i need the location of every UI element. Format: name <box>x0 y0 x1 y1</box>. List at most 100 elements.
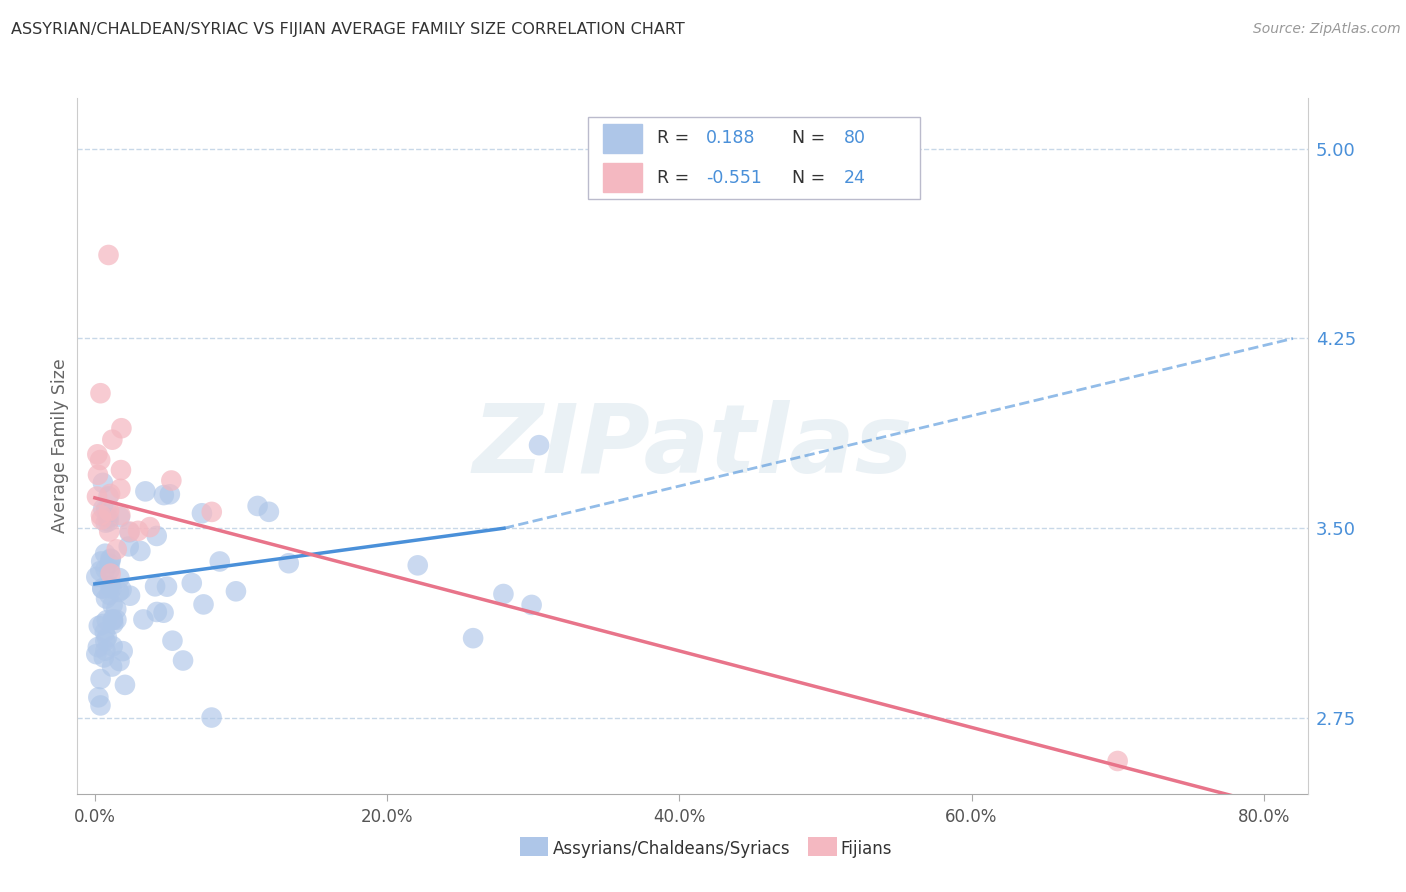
Point <box>93 650 115 665</box>
Point <box>193 598 215 612</box>
Point <box>100 552 122 566</box>
Point <box>94 516 117 530</box>
Point <box>97 511 120 525</box>
Text: -0.551: -0.551 <box>706 169 762 186</box>
Point <box>118 525 141 540</box>
Point <box>101 613 124 627</box>
Text: R =: R = <box>657 129 695 147</box>
Point <box>129 544 152 558</box>
Bar <box>603 163 643 193</box>
Point <box>108 510 131 524</box>
Point <box>108 584 131 599</box>
Point <box>98 588 121 602</box>
FancyBboxPatch shape <box>588 117 920 199</box>
Point <box>97 489 120 503</box>
Point <box>127 524 149 538</box>
Point <box>90 508 112 523</box>
Point <box>94 591 117 606</box>
Point <box>463 631 485 645</box>
Point <box>90 554 112 568</box>
Point <box>153 488 176 502</box>
Text: Source: ZipAtlas.com: Source: ZipAtlas.com <box>1253 22 1400 37</box>
Point <box>98 557 121 571</box>
Point <box>134 484 156 499</box>
Point <box>101 613 124 627</box>
Text: Fijians: Fijians <box>841 840 893 858</box>
Point <box>91 501 114 516</box>
Point <box>108 654 131 668</box>
Point <box>87 640 110 654</box>
Point <box>257 505 280 519</box>
Point <box>87 690 110 705</box>
Point <box>91 582 114 596</box>
Point <box>98 579 121 593</box>
Text: R =: R = <box>657 169 695 186</box>
Point <box>101 598 124 612</box>
Point <box>105 602 128 616</box>
Point <box>90 512 112 526</box>
Point <box>96 631 118 645</box>
Point <box>89 453 111 467</box>
Point <box>277 556 299 570</box>
Point <box>98 504 121 518</box>
Point <box>246 499 269 513</box>
Point <box>91 582 114 596</box>
Point <box>208 554 231 568</box>
Point <box>159 487 181 501</box>
Point <box>98 487 121 501</box>
Point <box>91 475 114 490</box>
Point <box>108 571 131 585</box>
Point <box>111 644 134 658</box>
Point <box>152 606 174 620</box>
Point <box>200 710 222 724</box>
Point <box>143 579 166 593</box>
Point <box>118 589 141 603</box>
Point <box>94 625 117 640</box>
Point <box>527 438 550 452</box>
Point <box>156 580 179 594</box>
Point <box>94 643 117 657</box>
Point <box>100 551 122 566</box>
Text: ZIPatlas: ZIPatlas <box>472 400 912 492</box>
Point <box>160 474 183 488</box>
Point <box>86 647 108 661</box>
Text: Assyrians/Chaldeans/Syriacs: Assyrians/Chaldeans/Syriacs <box>553 840 790 858</box>
Point <box>146 605 169 619</box>
Point <box>89 564 111 578</box>
Point <box>87 467 110 482</box>
Point <box>110 582 132 597</box>
Point <box>89 386 111 401</box>
Point <box>96 510 118 524</box>
Point <box>86 447 108 461</box>
Point <box>101 659 124 673</box>
Text: 24: 24 <box>844 169 866 186</box>
Point <box>201 505 224 519</box>
Point <box>86 490 108 504</box>
Point <box>105 613 128 627</box>
Point <box>86 570 108 584</box>
Point <box>225 584 247 599</box>
Point <box>94 634 117 648</box>
Point <box>118 540 141 554</box>
Point <box>91 617 114 632</box>
Y-axis label: Average Family Size: Average Family Size <box>51 359 69 533</box>
Point <box>96 613 118 627</box>
Point <box>98 563 121 577</box>
Point <box>114 678 136 692</box>
Text: 0.188: 0.188 <box>706 129 755 147</box>
Point <box>162 633 184 648</box>
Point <box>96 502 118 516</box>
Text: 80: 80 <box>844 129 866 147</box>
Point <box>101 639 124 653</box>
Point <box>145 529 167 543</box>
Point <box>94 547 117 561</box>
Text: N =: N = <box>792 129 831 147</box>
Point <box>110 508 132 522</box>
Point <box>100 566 122 581</box>
Point <box>103 616 125 631</box>
Point <box>100 581 122 595</box>
Text: N =: N = <box>792 169 831 186</box>
Point <box>101 433 124 447</box>
Point <box>97 248 120 262</box>
Point <box>1107 754 1129 768</box>
